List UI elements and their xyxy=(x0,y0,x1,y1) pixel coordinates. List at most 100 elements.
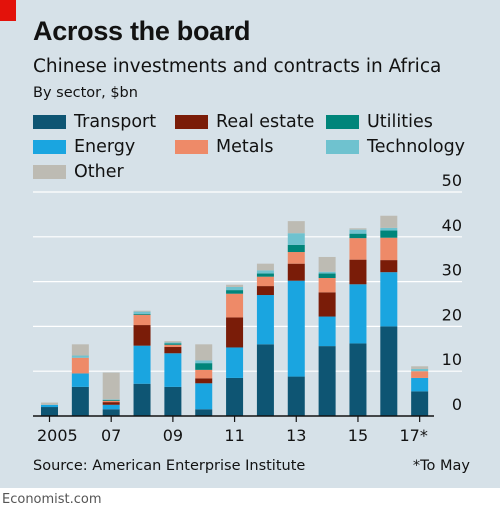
bar-segment-other-2011 xyxy=(226,284,244,287)
y-tick-label-30: 30 xyxy=(442,261,462,280)
bar-segment-utilities-2015 xyxy=(349,233,367,239)
bar-segment-utilities-2014 xyxy=(318,273,336,279)
bar-segment-technology-2011 xyxy=(226,286,244,291)
bar-segment-energy-2007 xyxy=(102,404,120,410)
legend-item-real-estate: Real estate xyxy=(175,112,314,132)
bar-segment-energy-2008 xyxy=(133,345,151,384)
legend-swatch-technology xyxy=(326,140,359,154)
legend-label-other: Other xyxy=(74,162,124,182)
bar-segment-transport-2006 xyxy=(71,386,89,416)
bar-segment-metals-2015 xyxy=(349,238,367,260)
bar-segment-other-2008 xyxy=(133,310,151,312)
bar-segment-energy-2017 xyxy=(411,377,429,392)
legend-label-metals: Metals xyxy=(216,137,274,157)
x-tick-label-2007: 07 xyxy=(101,426,121,445)
bar-segment-transport-2017 xyxy=(411,391,429,416)
legend-item-other: Other xyxy=(33,162,124,182)
bar-segment-energy-2011 xyxy=(226,347,244,378)
legend-item-transport: Transport xyxy=(33,112,156,132)
bar-segment-utilities-2007 xyxy=(102,399,120,401)
bar-segment-utilities-2013 xyxy=(287,244,305,253)
bar-segment-real-estate-2014 xyxy=(318,292,336,317)
x-tick-label-2013: 13 xyxy=(286,426,306,445)
bar-segment-other-2012 xyxy=(256,263,274,271)
y-tick-label-20: 20 xyxy=(442,305,462,324)
bar-segment-technology-2013 xyxy=(287,233,305,245)
bar-segment-metals-2017 xyxy=(411,371,429,378)
bar-segment-transport-2005 xyxy=(41,407,58,416)
bar-segment-energy-2009 xyxy=(164,353,182,387)
bar-segment-utilities-2009 xyxy=(164,343,182,345)
legend-item-energy: Energy xyxy=(33,137,135,157)
y-tick-label-0: 0 xyxy=(452,395,462,414)
bar-segment-technology-2008 xyxy=(133,311,151,314)
x-tick-label-2005: 2005 xyxy=(37,426,78,445)
chart-card: Across the board Chinese investments and… xyxy=(0,0,500,488)
legend-label-real-estate: Real estate xyxy=(216,112,315,132)
bar-segment-transport-2014 xyxy=(318,346,336,416)
legend-swatch-energy xyxy=(33,140,66,154)
bar-segment-other-2006 xyxy=(71,344,89,356)
bar-segment-other-2017 xyxy=(411,366,429,369)
bar-segment-energy-2013 xyxy=(287,280,305,377)
bar-segment-real-estate-2007 xyxy=(102,402,120,405)
legend-item-utilities: Utilities xyxy=(326,112,433,132)
bar-segment-other-2009 xyxy=(164,341,182,343)
bar-segment-technology-2016 xyxy=(380,227,398,231)
legend-label-transport: Transport xyxy=(74,112,157,132)
bar-segment-other-2014 xyxy=(318,256,336,272)
bar-segment-transport-2008 xyxy=(133,383,151,416)
bar-segment-real-estate-2015 xyxy=(349,259,367,285)
bar-segment-technology-2017 xyxy=(411,368,429,372)
bar-segment-energy-2012 xyxy=(256,295,274,345)
bar-segment-utilities-2008 xyxy=(133,313,151,315)
bar-segment-transport-2009 xyxy=(164,386,182,416)
x-tick-label-2009: 09 xyxy=(163,426,183,445)
chart-subtitle: Chinese investments and contracts in Afr… xyxy=(33,56,442,77)
x-tick-label-2011: 11 xyxy=(224,426,244,445)
bar-segment-other-2005 xyxy=(41,402,58,405)
bar-segment-real-estate-2012 xyxy=(256,286,274,296)
bar-segment-energy-2014 xyxy=(318,316,336,347)
bar-segment-other-2013 xyxy=(287,221,305,234)
bar-segment-utilities-2016 xyxy=(380,230,398,238)
chart-unit-label: By sector, $bn xyxy=(33,85,138,101)
bar-segment-transport-2013 xyxy=(287,376,305,416)
bar-segment-other-2016 xyxy=(380,215,398,228)
bar-segment-real-estate-2016 xyxy=(380,260,398,273)
bar-segment-metals-2011 xyxy=(226,293,244,318)
brand-footer: Economist.com xyxy=(2,492,102,507)
bar-segment-technology-2015 xyxy=(349,229,367,234)
legend-swatch-real-estate xyxy=(175,115,208,129)
bar-segment-utilities-2012 xyxy=(256,273,274,277)
legend-swatch-transport xyxy=(33,115,66,129)
bar-segment-transport-2016 xyxy=(380,326,398,416)
bar-segment-metals-2013 xyxy=(287,252,305,264)
legend-label-technology: Technology xyxy=(367,137,466,157)
stacked-bar-chart: 0 10 20 30 40 50 2005 07 09 11 13 15 17* xyxy=(33,171,462,445)
bar-segment-transport-2015 xyxy=(349,343,367,416)
bar-segment-utilities-2011 xyxy=(226,290,244,294)
bar-segment-energy-2005 xyxy=(41,404,58,408)
bar-segment-other-2007 xyxy=(102,372,120,400)
bar-segment-other-2010 xyxy=(195,344,213,361)
bar-segment-metals-2010 xyxy=(195,369,213,379)
bar-segment-energy-2016 xyxy=(380,272,398,327)
bar-segment-transport-2007 xyxy=(102,409,120,416)
y-tick-label-40: 40 xyxy=(442,216,462,235)
x-tick-label-2015: 15 xyxy=(348,426,368,445)
legend-item-technology: Technology xyxy=(326,137,465,157)
bar-segment-real-estate-2013 xyxy=(287,263,305,281)
y-tick-label-10: 10 xyxy=(442,350,462,369)
bar-segment-metals-2009 xyxy=(164,344,182,348)
x-tick-label-2017: 17* xyxy=(399,426,427,445)
bar-segment-metals-2016 xyxy=(380,237,398,261)
legend-swatch-utilities xyxy=(326,115,359,129)
bar-segment-metals-2014 xyxy=(318,278,336,293)
bar-segment-other-2015 xyxy=(349,228,367,230)
bar-segment-transport-2010 xyxy=(195,409,213,416)
bar-segment-real-estate-2009 xyxy=(164,347,182,354)
bar-segment-technology-2010 xyxy=(195,360,213,364)
bar-segment-technology-2006 xyxy=(71,355,89,358)
bar-segment-metals-2007 xyxy=(102,400,120,403)
